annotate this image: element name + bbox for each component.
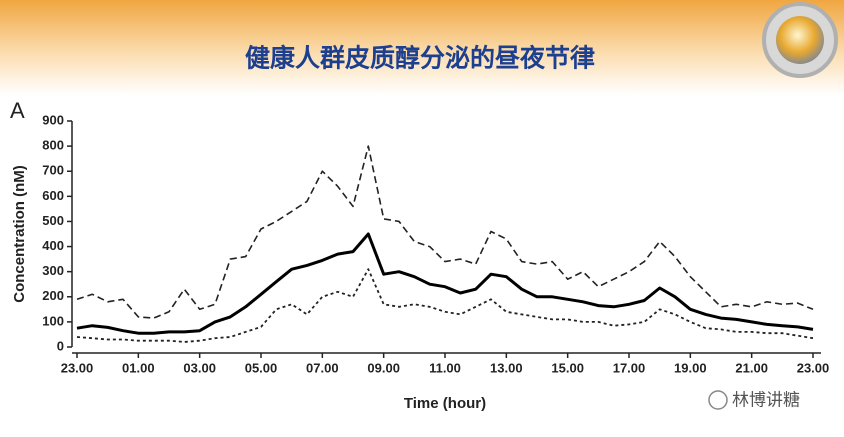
plot: 0 100 200 300 400 500 600 700 800 900 23.00 01.00 03…: [42, 112, 829, 375]
x-tick-label: 11.00: [429, 360, 461, 375]
y-axis-label: Concentration (nM): [11, 165, 28, 302]
watermark-icon: [708, 390, 728, 410]
slide-title: 健康人群皮质醇分泌的昼夜节律: [245, 44, 595, 73]
watermark: 林博讲糖: [732, 390, 800, 409]
x-tick-label: 05.00: [245, 360, 278, 375]
series-line: [76, 145, 814, 319]
y-tick-label: 900: [42, 112, 64, 127]
x-tick-label: 21.00: [735, 360, 768, 375]
panel-label: A: [10, 98, 25, 123]
y-tick-label: 300: [42, 263, 64, 278]
x-tick-label: 07.00: [306, 360, 339, 375]
x-tick-label: 01.00: [122, 360, 155, 375]
y-tick-label: 600: [42, 188, 64, 203]
x-tick-label: 09.00: [367, 360, 400, 375]
x-tick-label: 23.00: [797, 360, 830, 375]
header-background: [0, 0, 844, 95]
logo-ball: [776, 16, 824, 64]
x-tick-label: 23.00: [61, 360, 94, 375]
y-tick-label: 700: [42, 163, 64, 178]
y-tick-label: 800: [42, 138, 64, 153]
series-line: [76, 268, 814, 343]
y-tick-label: 0: [57, 338, 64, 353]
x-tick-label: 17.00: [613, 360, 646, 375]
x-axis-label: Time (hour): [404, 395, 486, 412]
x-tick-label: 03.00: [183, 360, 216, 375]
y-tick-label: 100: [42, 313, 64, 328]
series-line: [76, 232, 814, 335]
y-tick-label: 400: [42, 238, 64, 253]
y-tick-label: 200: [42, 288, 64, 303]
x-tick-label: 13.00: [490, 360, 523, 375]
x-tick-label: 19.00: [674, 360, 707, 375]
y-tick-label: 500: [42, 213, 64, 228]
x-tick-label: 15.00: [551, 360, 584, 375]
